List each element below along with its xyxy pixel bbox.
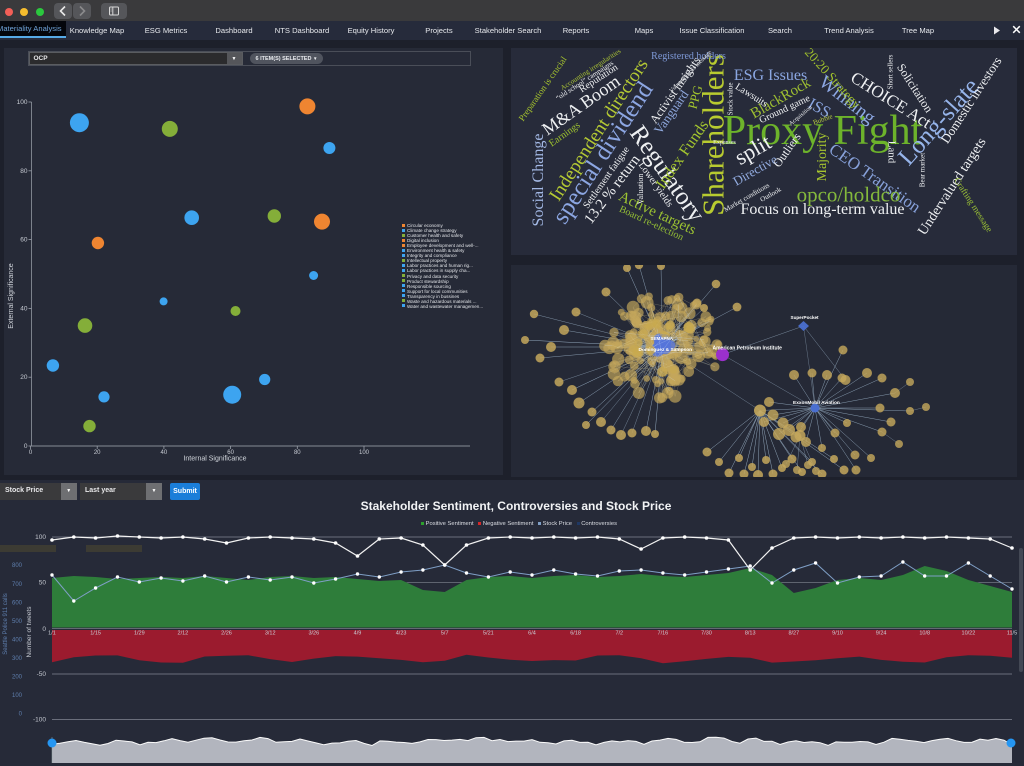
svg-text:7/2: 7/2 [615,631,623,637]
svg-text:American Petroleum Institute: American Petroleum Institute [712,346,782,352]
svg-text:10/22: 10/22 [962,631,976,637]
svg-text:SuperPocket: SuperPocket [790,315,819,320]
svg-text:40: 40 [20,305,28,312]
svg-text:8/27: 8/27 [788,631,799,637]
svg-text:9/24: 9/24 [876,631,887,637]
svg-text:700: 700 [12,582,23,588]
svg-text:Number of tweets: Number of tweets [26,606,33,658]
svg-text:200: 200 [12,675,23,681]
svg-text:SEMAPNA: SEMAPNA [650,336,673,341]
svg-text:0: 0 [29,450,33,456]
svg-text:11/5: 11/5 [1007,631,1017,637]
svg-text:20: 20 [20,374,28,381]
svg-text:400: 400 [12,637,23,643]
svg-text:1/1: 1/1 [48,631,56,637]
svg-text:60: 60 [227,450,234,456]
svg-text:9/10: 9/10 [832,631,843,637]
svg-text:100: 100 [35,534,46,541]
svg-text:1/29: 1/29 [134,631,145,637]
svg-text:300: 300 [12,656,23,662]
svg-text:Internal Significance: Internal Significance [183,456,246,463]
svg-text:-50: -50 [37,671,47,678]
svg-text:3/26: 3/26 [308,631,319,637]
svg-text:7/30: 7/30 [701,631,712,637]
svg-text:60: 60 [20,237,28,244]
svg-text:4/9: 4/9 [354,631,362,637]
svg-text:1/15: 1/15 [90,631,101,637]
svg-text:-100: -100 [33,717,46,724]
svg-text:0: 0 [24,443,28,450]
svg-text:3/12: 3/12 [265,631,276,637]
svg-text:0: 0 [19,712,23,718]
svg-text:100: 100 [359,450,370,456]
svg-text:Dominguez & Sampson: Dominguez & Sampson [638,347,692,353]
svg-text:6/18: 6/18 [570,631,581,637]
svg-text:5/21: 5/21 [483,631,494,637]
svg-text:20: 20 [94,450,101,456]
svg-text:7/16: 7/16 [658,631,669,637]
svg-text:2/12: 2/12 [178,631,189,637]
svg-text:500: 500 [12,619,23,625]
svg-text:5/7: 5/7 [441,631,449,637]
svg-text:10/8: 10/8 [919,631,930,637]
svg-text:External Significance: External Significance [8,263,15,328]
svg-text:Seattle Police 911 calls: Seattle Police 911 calls [3,593,9,655]
svg-text:40: 40 [161,450,168,456]
svg-text:100: 100 [12,693,23,699]
svg-text:6/4: 6/4 [528,631,536,637]
svg-text:800: 800 [12,563,23,569]
svg-text:0: 0 [42,626,46,633]
svg-text:2/26: 2/26 [221,631,232,637]
svg-text:8/13: 8/13 [745,631,756,637]
svg-text:600: 600 [12,600,23,606]
svg-text:80: 80 [20,168,28,175]
svg-text:ExxonMobil Aviation: ExxonMobil Aviation [793,400,840,406]
svg-text:80: 80 [294,450,301,456]
svg-text:50: 50 [39,580,47,587]
svg-text:4/23: 4/23 [396,631,407,637]
svg-text:100: 100 [17,99,28,106]
